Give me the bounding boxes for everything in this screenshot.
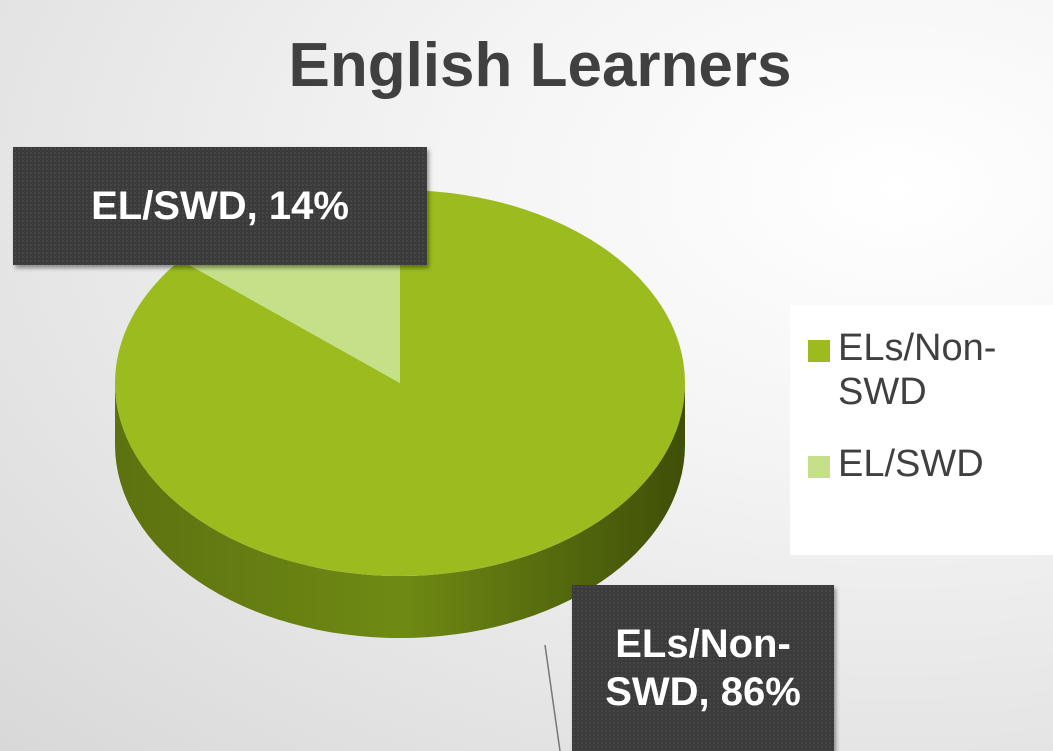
- chart-title: English Learners: [288, 31, 792, 100]
- legend-label: ELs/Non-SWD: [838, 327, 997, 413]
- legend-item: ELs/Non-SWD: [808, 327, 1038, 414]
- legend: ELs/Non-SWD EL/SWD: [790, 305, 1053, 555]
- legend-label: EL/SWD: [838, 443, 984, 485]
- leader-line: [544, 644, 561, 751]
- pie-slice: [114, 190, 685, 576]
- data-label: ELs/Non-SWD, 86%: [572, 585, 834, 751]
- data-label: EL/SWD, 14%: [13, 147, 427, 265]
- legend-item: EL/SWD: [808, 443, 1038, 487]
- legend-swatch: [808, 340, 830, 362]
- pie-side: [115, 383, 685, 638]
- legend-swatch: [808, 456, 830, 478]
